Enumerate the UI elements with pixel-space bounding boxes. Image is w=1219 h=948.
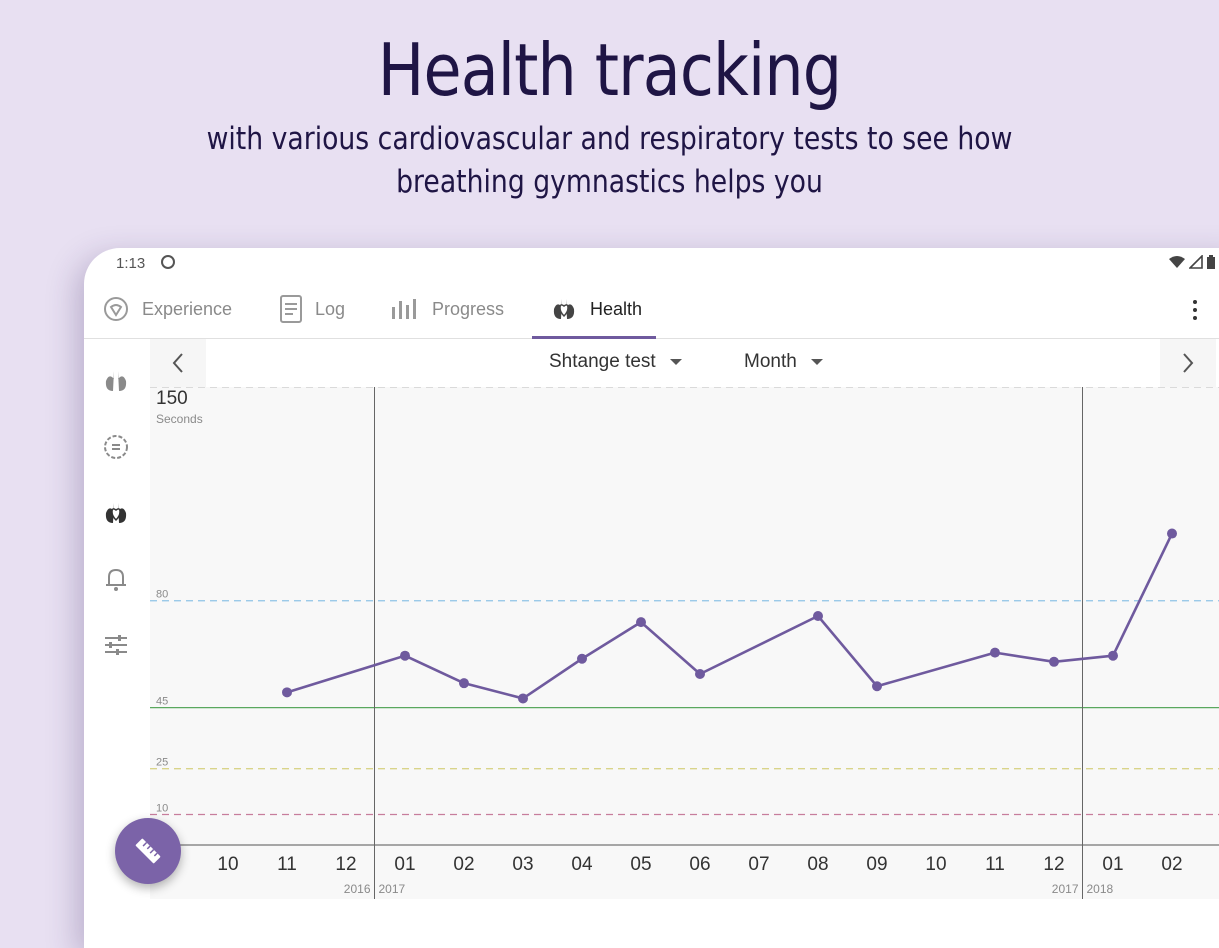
data-point[interactable] (459, 678, 469, 689)
data-point[interactable] (872, 681, 882, 692)
tab-progress[interactable]: Progress (390, 280, 504, 338)
tablet-frame: 1:13 Experience Log Progress Health (84, 248, 1219, 948)
data-point[interactable] (990, 647, 1000, 658)
data-point[interactable] (518, 693, 528, 704)
x-tick-label: 05 (630, 854, 651, 875)
period-select[interactable]: Month (744, 351, 823, 373)
timer-icon[interactable] (102, 433, 130, 461)
tab-experience[interactable]: Experience (102, 280, 232, 338)
status-time: 1:13 (116, 255, 146, 272)
chevron-down-icon (810, 359, 823, 365)
chart-panel: Shtange test Month 80 45 25 10 10 11 12 01 02 03… (150, 339, 1219, 899)
reference-label-80: 80 (156, 589, 168, 601)
ruler-icon (135, 838, 161, 864)
previous-period-button[interactable] (150, 339, 206, 387)
lungs-icon[interactable] (102, 367, 130, 395)
data-point[interactable] (400, 650, 410, 661)
data-point[interactable] (577, 653, 587, 664)
data-point[interactable] (813, 611, 823, 621)
tab-bar: Experience Log Progress Health (84, 280, 1219, 339)
y-max-value: 150 (156, 388, 188, 409)
x-tick-label: 06 (689, 854, 710, 875)
promo-subtitle: with various cardiovascular and respirat… (85, 118, 1133, 204)
period-select-value: Month (744, 351, 797, 372)
x-tick-label: 09 (866, 854, 887, 875)
promo-subtitle-line-1: with various cardiovascular and respirat… (206, 121, 1013, 157)
x-tick-label: 12 (335, 854, 356, 875)
x-tick-label: 10 (217, 854, 238, 875)
tab-health-label: Health (590, 298, 643, 319)
side-rail (84, 339, 148, 899)
document-icon (280, 295, 302, 323)
x-tick-label: 08 (807, 854, 828, 875)
y-unit-label: Seconds (156, 412, 203, 426)
overflow-menu-icon[interactable] (1193, 300, 1197, 324)
data-point[interactable] (1049, 656, 1059, 667)
test-select[interactable]: Shtange test (549, 351, 682, 373)
data-point[interactable] (636, 617, 646, 628)
sliders-icon[interactable] (102, 631, 130, 659)
status-bar: 1:13 (84, 248, 1219, 280)
lungs-heart-icon[interactable] (102, 499, 130, 527)
promo-subtitle-line-2: breathing gymnastics helps you (396, 164, 823, 200)
battery-icon (1207, 255, 1215, 269)
data-point[interactable] (695, 669, 705, 680)
x-tick-label: 04 (571, 854, 593, 875)
data-point[interactable] (1108, 650, 1118, 661)
series-line (286, 532, 1174, 700)
promo-title: Health tracking (377, 28, 842, 112)
lungs-heart-icon (553, 299, 575, 319)
chevron-right-icon (1183, 353, 1194, 373)
x-tick-label: 10 (925, 854, 946, 875)
x-tick-label: 02 (453, 854, 474, 875)
year-label: 2018 (1087, 882, 1114, 896)
reference-label-25: 25 (156, 757, 168, 769)
x-tick-label: 11 (277, 854, 297, 875)
chevron-down-icon (669, 359, 682, 365)
year-label: 2017 (379, 882, 406, 896)
bar-chart-icon (392, 299, 416, 319)
test-select-value: Shtange test (549, 351, 656, 372)
measure-fab-button[interactable] (115, 818, 181, 884)
wifi-icon (1169, 256, 1185, 268)
app-notification-icon (161, 255, 175, 269)
x-tick-label: 02 (1161, 854, 1182, 875)
x-tick-label: 07 (748, 854, 769, 875)
compass-icon (104, 297, 128, 321)
reference-label-45: 45 (156, 696, 168, 708)
tab-log[interactable]: Log (279, 280, 345, 338)
health-line-chart: 80 45 25 10 10 11 12 01 02 03 04 05 06 07 08 09 10 11 12 0… (150, 387, 1219, 899)
year-label: 2017 (1052, 882, 1079, 896)
chart-toolbar: Shtange test Month (150, 339, 1219, 387)
tab-experience-label: Experience (142, 298, 233, 319)
x-tick-label: 03 (512, 854, 533, 875)
tab-progress-label: Progress (432, 298, 505, 319)
x-tick-label: 01 (1102, 854, 1123, 875)
signal-icon (1189, 255, 1203, 269)
data-point[interactable] (1167, 528, 1177, 539)
chevron-left-icon (172, 353, 183, 373)
x-tick-label: 12 (1043, 854, 1064, 875)
reference-label-10: 10 (156, 802, 168, 814)
status-icons (1169, 255, 1215, 269)
tab-log-label: Log (315, 298, 346, 319)
year-label: 2016 (344, 882, 371, 896)
x-tick-label: 01 (394, 854, 415, 875)
next-period-button[interactable] (1160, 339, 1216, 387)
bell-icon[interactable] (102, 565, 130, 593)
x-tick-label: 11 (985, 854, 1005, 875)
tab-health[interactable]: Health (531, 280, 657, 339)
data-point[interactable] (282, 687, 292, 698)
